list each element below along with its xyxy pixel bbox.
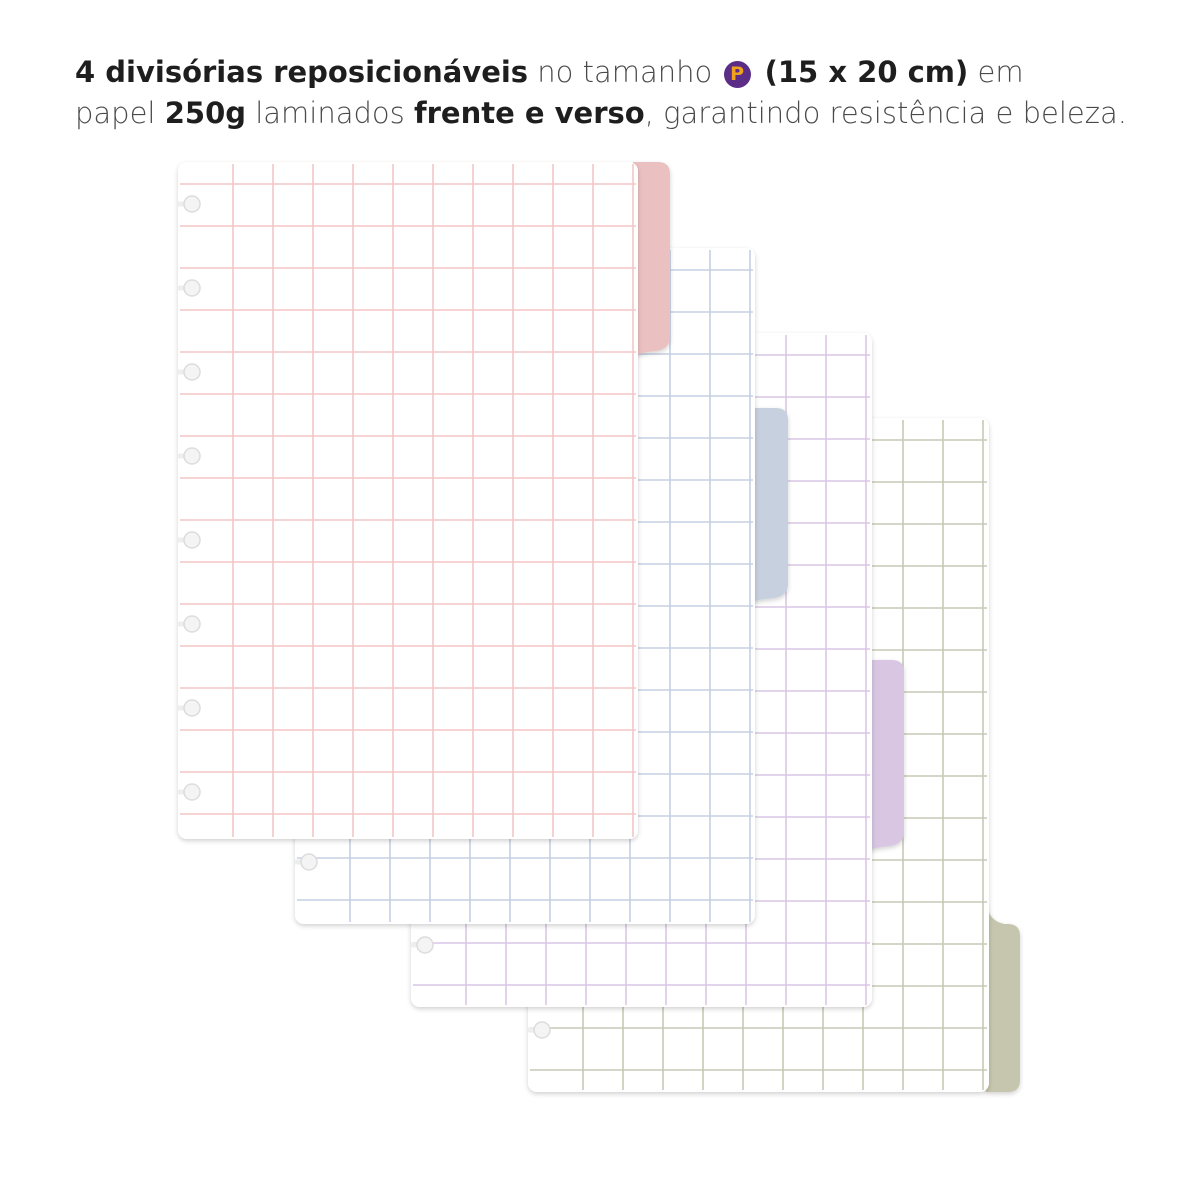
divider-page <box>178 162 638 839</box>
divider-tab <box>866 660 904 852</box>
ring-holes <box>411 936 434 954</box>
ring-hole-icon <box>183 363 201 381</box>
caption-text: (15 x 20 cm) <box>754 55 969 89</box>
divider-tab <box>749 408 788 604</box>
caption-text: no tamanho <box>528 55 722 89</box>
caption-line-2: papel 250g laminados frente e verso, gar… <box>75 93 1175 134</box>
caption: 4 divisórias reposicionáveis no tamanho … <box>75 52 1175 134</box>
ring-holes <box>295 853 318 871</box>
ring-hole-icon <box>300 853 318 871</box>
size-p-icon: P <box>723 61 751 88</box>
ring-hole-icon <box>183 531 201 549</box>
ring-hole-icon <box>183 699 201 717</box>
divider-tab <box>986 898 1020 1092</box>
grid-lines <box>180 164 636 837</box>
divider-pink <box>178 162 670 839</box>
caption-text: 250g <box>164 96 247 130</box>
divider-tab <box>633 162 670 357</box>
caption-text: laminados <box>246 96 414 130</box>
ring-hole-icon <box>183 195 201 213</box>
ring-hole-icon <box>183 447 201 465</box>
ring-hole-icon <box>183 783 201 801</box>
ring-hole-icon <box>183 615 201 633</box>
caption-text: , garantindo resistência e beleza. <box>644 96 1127 130</box>
caption-text: frente e verso <box>414 96 645 130</box>
ring-holes <box>528 1021 551 1039</box>
caption-text: papel <box>75 96 165 130</box>
ring-holes <box>178 195 201 801</box>
caption-text: em <box>968 55 1024 89</box>
caption-line-1: 4 divisórias reposicionáveis no tamanho … <box>75 52 1175 93</box>
caption-text: 4 divisórias reposicionáveis <box>75 55 529 89</box>
ring-hole-icon <box>183 279 201 297</box>
ring-hole-icon <box>533 1021 551 1039</box>
ring-hole-icon <box>416 936 434 954</box>
